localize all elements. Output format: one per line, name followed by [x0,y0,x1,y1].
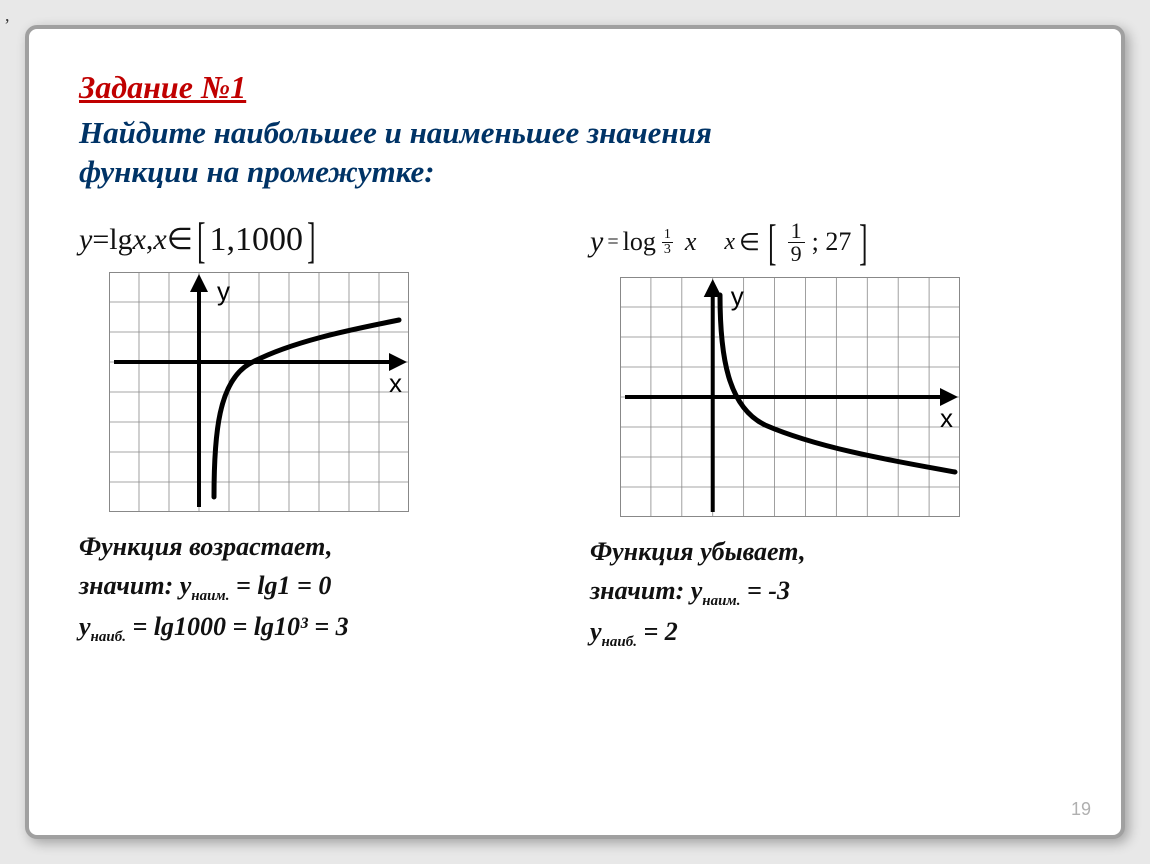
slide-container: Задание №1 Найдите наибольшее и наименьш… [25,25,1125,839]
r-ana-1: Функция убывает, [590,532,1071,571]
l-ana-3: yнаиб. = lg1000 = lg10³ = 3 [79,607,560,649]
svg-text:x: x [389,368,402,398]
right-analysis: Функция убывает, значит: yнаим. = -3 yна… [590,532,1071,654]
r-ana-2b: = -3 [747,576,790,605]
l-ana-2sub: наим. [191,588,229,604]
l-ana-3sub: наиб. [91,629,126,645]
left-formula: y = lg x , x ∈ [ 1 , 1000 ] [79,220,560,260]
svg-text:y: y [731,281,744,311]
rf-log: log [623,227,656,257]
rf-subfrac: 1 3 [662,228,673,257]
rbracket-l: [ [768,222,776,262]
r-ana-2a: значит: y [590,576,702,605]
rf-subfrac-num: 1 [662,228,673,243]
l-ana-3a: y [79,612,91,641]
l-ana-3b: = lg1000 = lg10³ = 3 [132,612,348,641]
left-column: y = lg x , x ∈ [ 1 , 1000 ] yx Функция в… [79,220,560,654]
task-title: Задание №1 [79,69,1071,106]
interval-sep: , [227,221,236,259]
svg-text:x: x [940,403,953,433]
left-chart-wrap: yx [109,272,560,512]
r-ana-3sub: наиб. [602,634,637,650]
rf-frac-den: 9 [788,243,805,265]
page-number: 19 [1071,799,1091,820]
r-ana-3b: = 2 [643,617,677,646]
l-ana-2b: = lg1 = 0 [236,571,331,600]
subtitle-line1: Найдите наибольшее и наименьшее значения [79,115,712,150]
rf-x: x [685,227,697,257]
stray-comma: , [5,5,10,26]
svg-text:y: y [217,276,230,306]
f-y: y [79,223,92,257]
rbracket-r: ] [860,222,868,262]
r-ana-3: yнаиб. = 2 [590,612,1071,654]
r-ana-3a: y [590,617,602,646]
f-eq: = [92,223,109,257]
r-ana-2sub: наим. [702,593,740,609]
right-formula: y = log 1 3 x x ∈ [ 1 9 ; 27 ] [590,220,1071,265]
subtitle-line2: функции на промежутке: [79,154,435,189]
f-in: ∈ [167,222,193,257]
bracket-r: ] [307,220,315,260]
f-lg: lg [109,223,132,257]
l-ana-2: значит: yнаим. = lg1 = 0 [79,566,560,608]
right-chart: yx [620,277,960,517]
bracket-l: [ [197,220,205,260]
task-subtitle: Найдите наибольшее и наименьшее значения… [79,114,1071,192]
rf-xvar: x [724,229,735,256]
right-column: y = log 1 3 x x ∈ [ 1 9 ; 27 ] [590,220,1071,654]
interval-b: 1000 [235,221,303,259]
f-xvar: x [153,223,166,257]
rf-subfrac-den: 3 [664,243,671,257]
rf-in: ∈ [739,228,760,257]
right-chart-wrap: yx [620,277,1071,517]
left-analysis: Функция возрастает, значит: yнаим. = lg1… [79,527,560,649]
interval-a: 1 [210,221,227,259]
r-interval-b: ; 27 [812,227,852,257]
l-ana-2a: значит: y [79,571,191,600]
rf-frac-num: 1 [788,220,805,243]
rf-frac: 1 9 [788,220,805,265]
rf-y: y [590,225,603,259]
columns: y = lg x , x ∈ [ 1 , 1000 ] yx Функция в… [79,220,1071,654]
f-x: x [133,223,146,257]
r-ana-2: значит: yнаим. = -3 [590,571,1071,613]
rf-eq: = [607,231,618,254]
l-ana-1: Функция возрастает, [79,527,560,566]
left-chart: yx [109,272,409,512]
